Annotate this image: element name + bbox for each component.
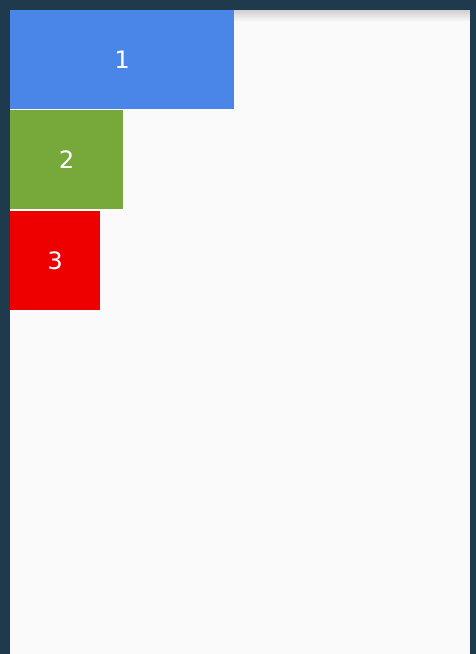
box-3: 3: [10, 211, 100, 310]
box-2: 2: [10, 110, 123, 209]
box-1: 1: [10, 10, 234, 109]
box-3-label: 3: [47, 246, 63, 275]
box-2-label: 2: [58, 145, 75, 174]
app-screen: 1 2 3: [10, 10, 470, 654]
box-1-label: 1: [114, 45, 130, 74]
